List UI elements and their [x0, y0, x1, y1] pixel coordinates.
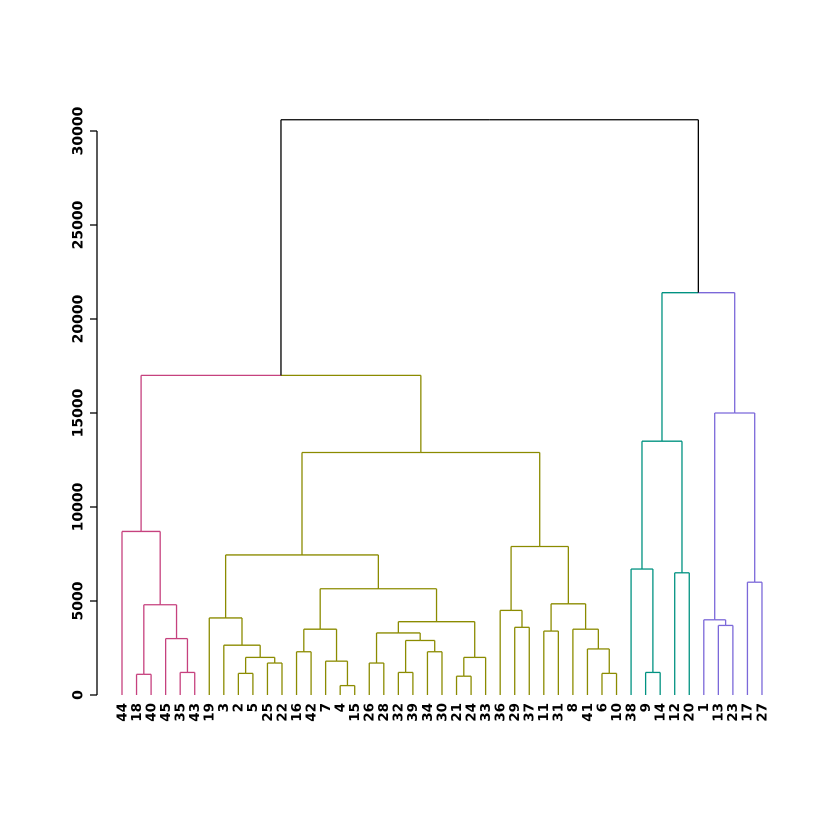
leaf-label: 5	[245, 703, 261, 712]
leaf-label: 13	[711, 703, 727, 722]
leaf-label: 35	[173, 703, 189, 722]
leaf-label: 41	[580, 703, 596, 722]
leaf-label: 25	[260, 703, 276, 722]
leaf-label: 45	[158, 703, 174, 722]
leaf-label: 2	[231, 703, 247, 712]
leaf-label: 42	[303, 703, 319, 722]
leaf-label: 37	[522, 703, 538, 722]
leaf-label: 29	[507, 703, 523, 722]
leaf-label: 26	[362, 703, 378, 722]
y-tick-label: 10000	[70, 482, 86, 531]
leaf-label: 31	[551, 703, 567, 722]
y-tick-label: 30000	[70, 106, 86, 155]
leaf-label: 8	[565, 703, 581, 712]
leaf-label: 24	[463, 703, 479, 722]
leaf-label: 4	[332, 703, 348, 712]
leaf-label: 1	[696, 703, 712, 712]
leaf-label: 40	[143, 703, 159, 722]
y-tick-label: 20000	[70, 294, 86, 343]
leaf-label: 3	[216, 703, 232, 712]
y-tick-label: 15000	[70, 388, 86, 437]
leaf-label: 15	[347, 703, 363, 722]
leaf-label: 23	[725, 703, 741, 722]
leaf-label: 34	[420, 703, 436, 722]
leaf-label: 11	[536, 703, 552, 722]
leaf-label: 7	[318, 703, 334, 712]
leaf-label: 32	[391, 703, 407, 722]
leaf-label: 36	[492, 703, 508, 722]
leaf-label: 44	[114, 703, 130, 722]
leaf-label: 19	[202, 703, 218, 722]
leaf-label: 10	[609, 703, 625, 722]
leaf-label: 6	[594, 703, 610, 712]
leaf-label: 16	[289, 703, 305, 722]
leaf-label: 30	[434, 703, 450, 722]
leaf-label: 20	[682, 703, 698, 722]
leaf-label: 9	[638, 703, 654, 712]
leaf-label: 17	[740, 703, 756, 722]
leaf-label: 18	[129, 703, 145, 722]
leaf-label: 27	[754, 703, 770, 722]
leaf-label: 43	[187, 703, 203, 722]
leaf-label: 22	[274, 703, 290, 722]
leaf-label: 33	[478, 703, 494, 722]
y-tick-label: 25000	[70, 200, 86, 249]
leaf-label: 39	[405, 703, 421, 722]
leaf-label: 14	[652, 703, 668, 722]
y-tick-label: 5000	[70, 581, 86, 620]
leaf-label: 28	[376, 703, 392, 722]
leaf-label: 21	[449, 703, 465, 722]
leaf-label: 12	[667, 703, 683, 722]
y-tick-label: 0	[70, 690, 86, 700]
leaf-label: 38	[623, 703, 639, 722]
